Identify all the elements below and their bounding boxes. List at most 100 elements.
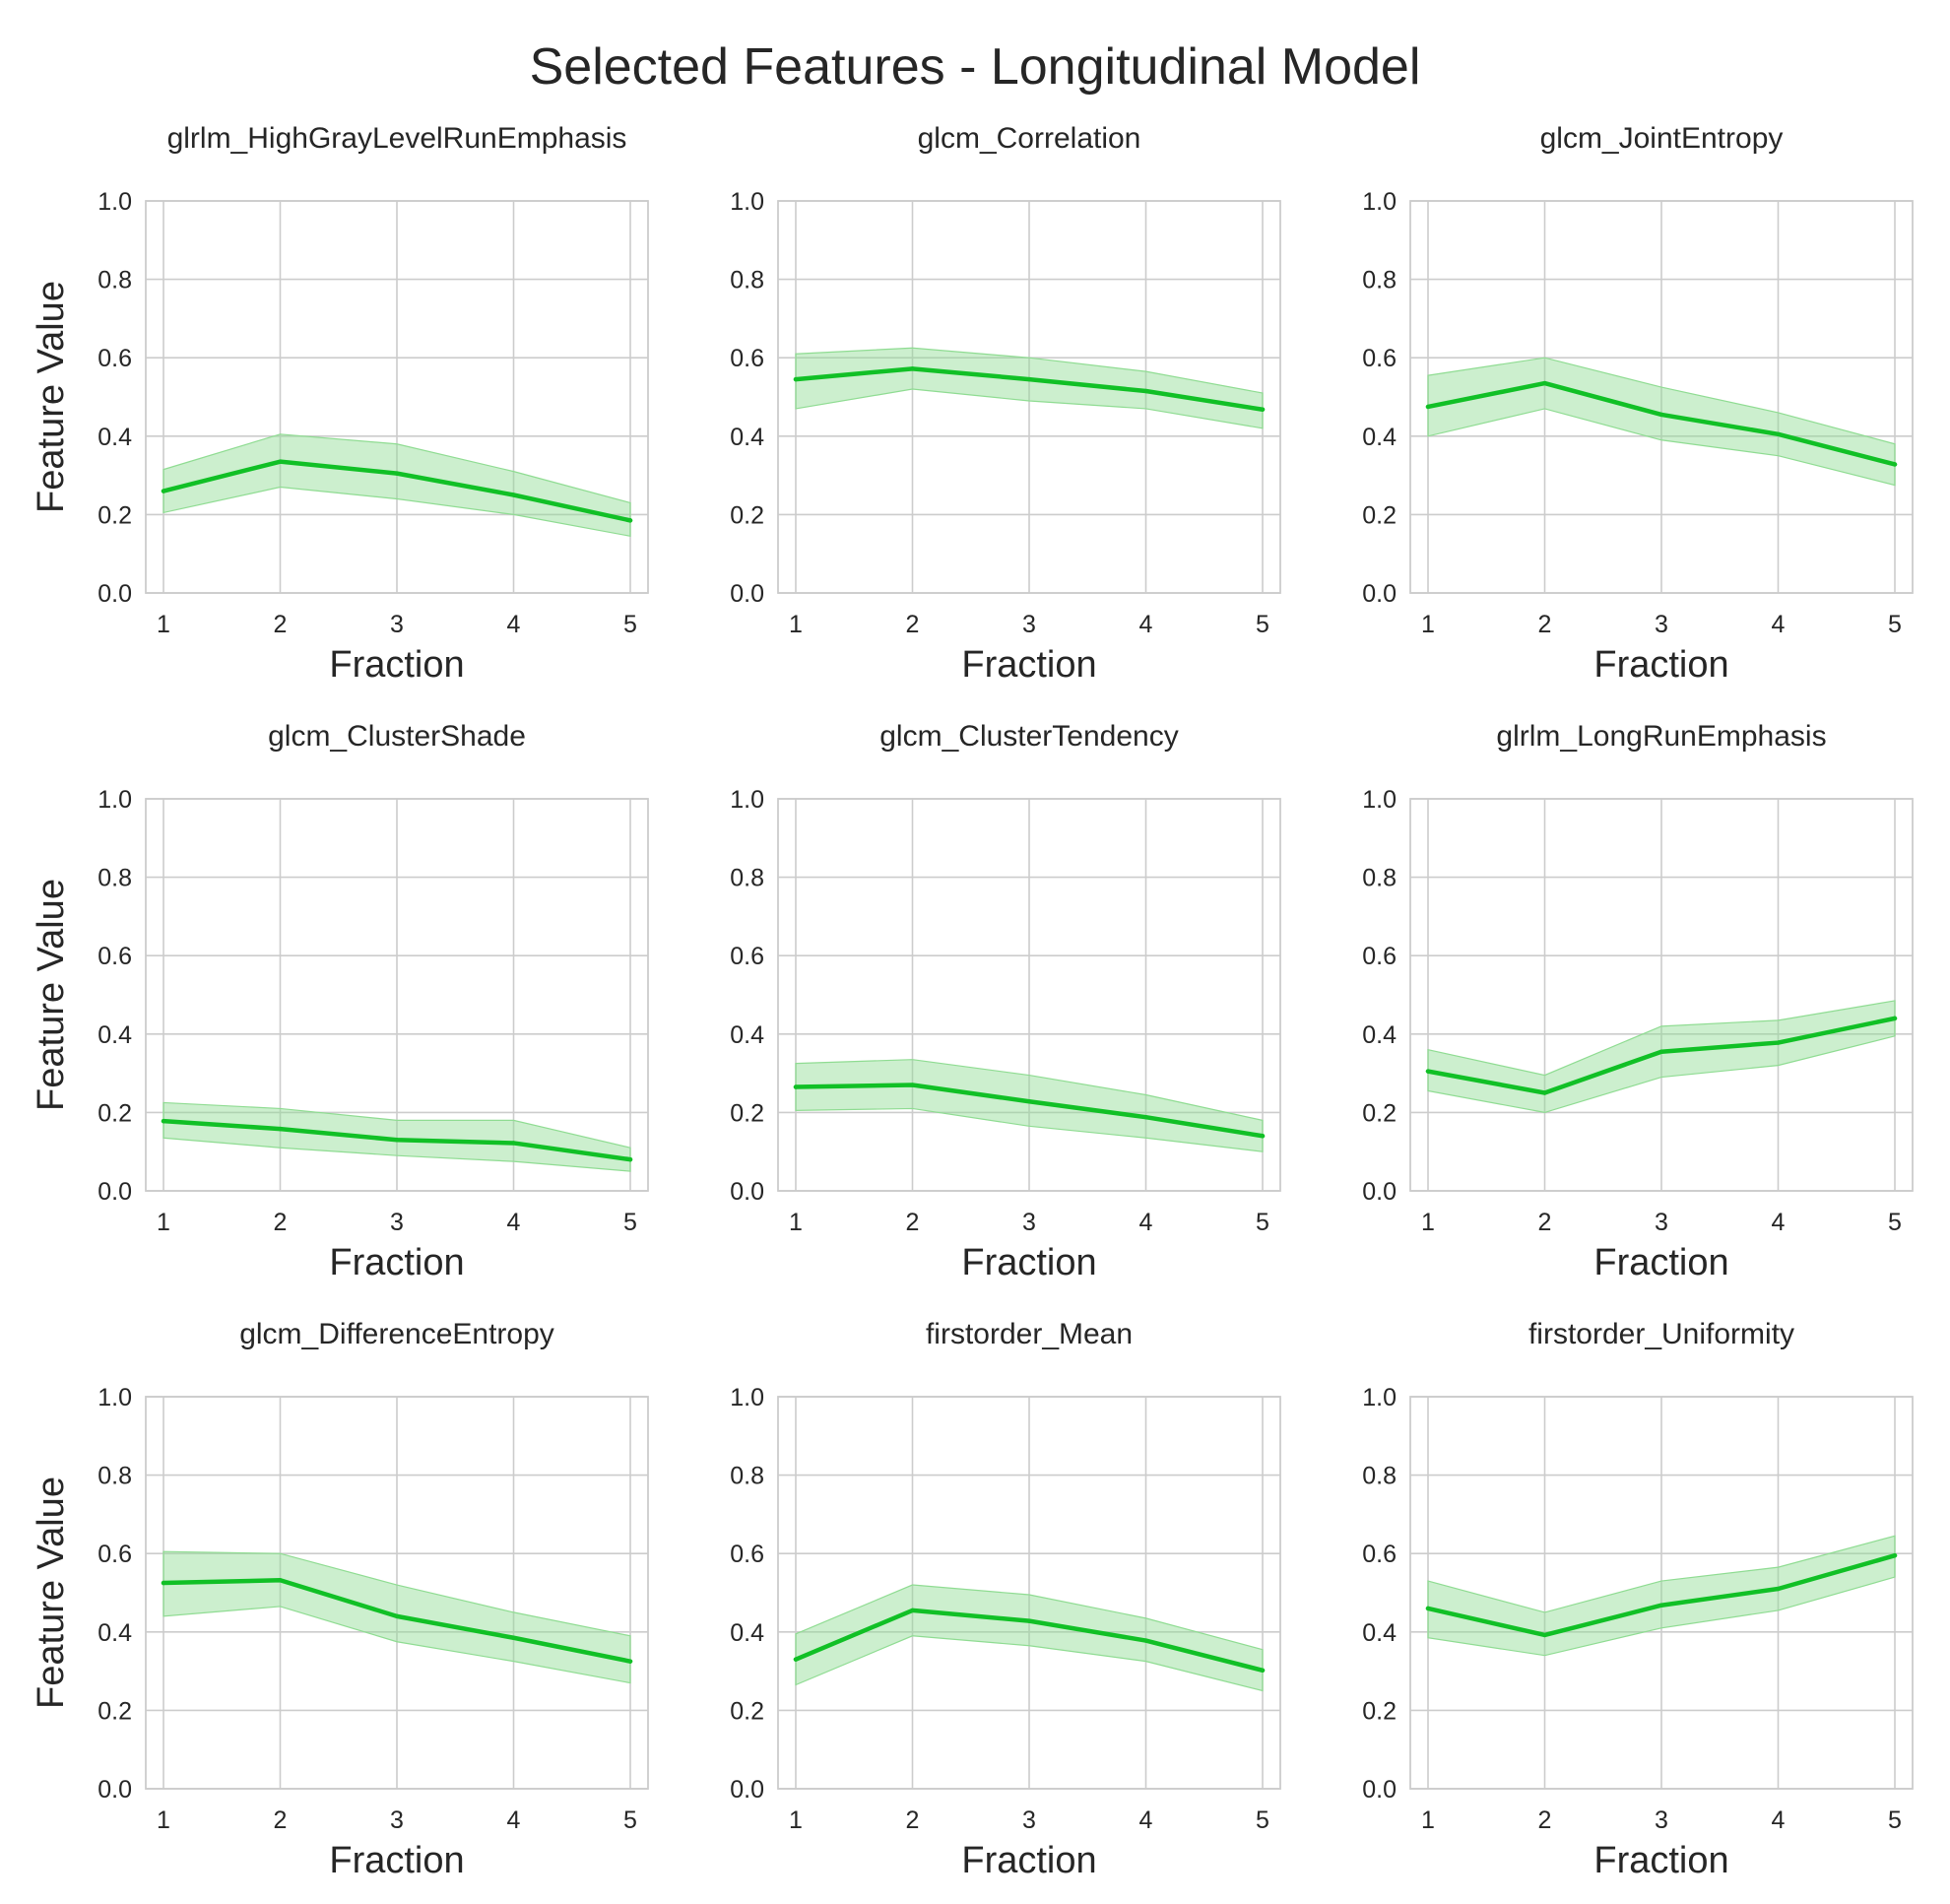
- data-point: [1776, 1040, 1781, 1045]
- data-point: [910, 366, 915, 371]
- x-tick-label: 1: [1421, 611, 1435, 638]
- x-tick-label: 4: [507, 611, 521, 638]
- x-tick-label: 5: [1888, 611, 1902, 638]
- subplot-title: glrlm_LongRunEmphasis: [1496, 720, 1826, 753]
- y-tick-label: 0.8: [1362, 865, 1397, 892]
- x-tick-label: 4: [1139, 1209, 1153, 1236]
- x-tick-label: 2: [274, 611, 288, 638]
- data-point: [1026, 376, 1032, 382]
- y-tick-label: 0.2: [1362, 1697, 1397, 1725]
- subplot-4: 0.0 0.2 0.4 0.6 0.8 1.0 1 2 3 4 5 glcm_ClusterShade…: [31, 720, 649, 1283]
- y-tick-label: 0.0: [1362, 1178, 1397, 1206]
- x-axis-label: Fraction: [329, 1840, 464, 1881]
- x-tick-label: 3: [1022, 1209, 1036, 1236]
- y-tick-label: 0.4: [1362, 424, 1397, 451]
- axes-frame: [1409, 200, 1914, 594]
- x-tick-label: 5: [1256, 611, 1269, 638]
- x-tick-label: 3: [390, 1209, 404, 1236]
- x-tick-label: 3: [1655, 1209, 1668, 1236]
- x-tick-label: 1: [1421, 1209, 1435, 1236]
- confidence-band: [795, 1059, 1264, 1152]
- y-tick-label: 1.0: [98, 188, 132, 216]
- subplot-title: firstorder_Uniformity: [1528, 1318, 1794, 1350]
- y-tick-label: 0.4: [1362, 1021, 1397, 1049]
- x-tick-label: 2: [906, 1209, 920, 1236]
- y-tick-label: 0.4: [98, 1021, 132, 1049]
- subplot-3: 0.0 0.2 0.4 0.6 0.8 1.0 1 2 3 4 5 glcm_JointEntropy…: [1362, 122, 1914, 686]
- data-point: [161, 1580, 166, 1586]
- data-point: [910, 1083, 915, 1087]
- y-tick-label: 1.0: [98, 1384, 132, 1412]
- y-tick-label: 0.8: [98, 1463, 132, 1490]
- data-point: [1260, 1668, 1266, 1674]
- data-point: [910, 1608, 915, 1613]
- data-point: [1026, 1618, 1032, 1623]
- axes-frame: [1409, 798, 1914, 1192]
- y-tick-label: 1.0: [1362, 188, 1397, 216]
- axes-frame: [145, 200, 649, 594]
- y-tick-label: 0.4: [98, 1619, 132, 1647]
- figure-title: Selected Features - Longitudinal Model: [529, 38, 1421, 96]
- data-point: [1542, 1632, 1547, 1638]
- data-point: [161, 1118, 166, 1124]
- y-tick-label: 0.0: [98, 1776, 132, 1804]
- y-tick-label: 0.0: [98, 1178, 132, 1206]
- subplot-title: glcm_Correlation: [918, 122, 1141, 155]
- data-point: [1892, 462, 1898, 467]
- data-point: [1143, 1638, 1148, 1643]
- y-tick-label: 0.8: [98, 865, 132, 892]
- x-tick-label: 1: [157, 1209, 170, 1236]
- y-tick-label: 0.6: [730, 345, 764, 372]
- x-axis-label: Fraction: [1593, 644, 1728, 686]
- y-tick-label: 0.8: [1362, 267, 1397, 295]
- y-tick-label: 1.0: [1362, 786, 1397, 814]
- data-point: [1425, 1069, 1431, 1074]
- confidence-band: [162, 1101, 631, 1172]
- y-tick-label: 1.0: [730, 786, 764, 814]
- data-point: [1026, 1099, 1032, 1104]
- x-tick-label: 2: [274, 1806, 288, 1834]
- data-point: [1425, 404, 1431, 410]
- x-axis-label: Fraction: [961, 1840, 1096, 1881]
- x-axis-label: Fraction: [961, 644, 1096, 686]
- y-tick-label: 0.2: [730, 501, 764, 529]
- y-tick-label: 0.2: [98, 1099, 132, 1127]
- y-tick-label: 1.0: [98, 786, 132, 814]
- x-tick-label: 4: [507, 1209, 521, 1236]
- data-point: [1143, 1114, 1148, 1120]
- axes-frame: [145, 798, 649, 1192]
- data-point: [278, 1126, 283, 1132]
- y-tick-label: 0.8: [1362, 1463, 1397, 1490]
- data-point: [1260, 407, 1266, 412]
- axes-frame: [145, 1396, 649, 1790]
- data-point: [511, 1141, 516, 1146]
- x-tick-label: 5: [1256, 1209, 1269, 1236]
- x-axis-label: Fraction: [329, 644, 464, 686]
- y-tick-label: 0.6: [730, 1541, 764, 1568]
- data-point: [793, 1084, 799, 1089]
- subplot-8: 0.0 0.2 0.4 0.6 0.8 1.0 1 2 3 4 5 firstorder_Mean Fr…: [730, 1318, 1281, 1881]
- subplot-1: 0.0 0.2 0.4 0.6 0.8 1.0 1 2 3 4 5 glrlm_HighGrayLev…: [31, 122, 649, 686]
- x-tick-label: 1: [789, 1806, 803, 1834]
- y-tick-label: 0.4: [730, 424, 764, 451]
- data-point: [1892, 1552, 1898, 1558]
- axes-frame: [1409, 1396, 1914, 1790]
- y-tick-label: 0.6: [1362, 1541, 1397, 1568]
- axes-frame: [777, 200, 1281, 594]
- y-tick-label: 0.2: [730, 1697, 764, 1725]
- y-tick-label: 0.8: [730, 267, 764, 295]
- x-tick-label: 2: [906, 1806, 920, 1834]
- y-tick-label: 0.0: [1362, 1776, 1397, 1804]
- x-axis-label: Fraction: [329, 1242, 464, 1283]
- data-point: [278, 459, 283, 464]
- data-point: [1542, 1090, 1547, 1095]
- data-point: [627, 1659, 633, 1664]
- y-tick-label: 0.4: [730, 1619, 764, 1647]
- y-axis-label: Feature Value: [31, 281, 72, 513]
- y-tick-label: 0.6: [1362, 943, 1397, 970]
- data-point: [1658, 1603, 1664, 1608]
- y-tick-label: 0.6: [98, 345, 132, 372]
- y-tick-label: 0.0: [98, 580, 132, 608]
